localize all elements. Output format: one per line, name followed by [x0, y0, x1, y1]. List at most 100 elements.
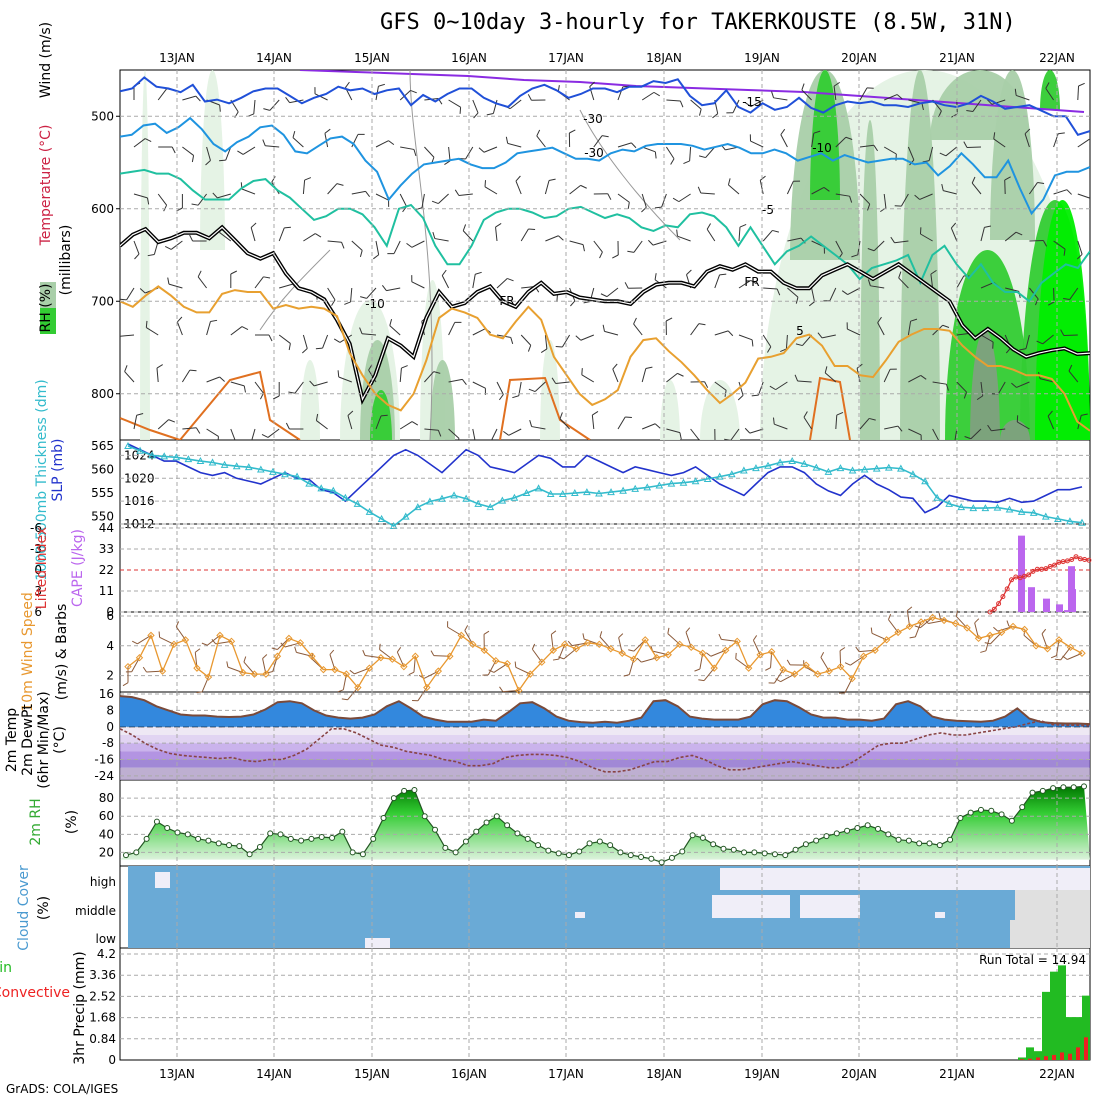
wind-barb-flag: [776, 288, 781, 296]
wind-barb: [327, 240, 345, 249]
wind-barb: [454, 189, 473, 196]
wind-barb-shaft: [544, 180, 550, 195]
wind-barb-flag: [641, 207, 647, 213]
wind-barb-shaft: [569, 184, 581, 195]
wind-barb-shaft: [490, 428, 498, 440]
wind-barb: [551, 377, 570, 384]
wind-barb-flag: [164, 245, 172, 250]
thickness-marker: [619, 486, 627, 494]
wind-barb-flag: [653, 91, 660, 97]
wind-barb-flag: [167, 277, 170, 285]
temp-ylabel: 2m DewPt: [20, 704, 36, 776]
temp-band: [120, 767, 1090, 780]
wind10-tick: 4: [106, 639, 114, 653]
wind-barb: [780, 334, 788, 353]
wind-barb: [230, 270, 238, 288]
wind10-marker: [319, 665, 328, 674]
rh-contour-c: [259, 249, 331, 331]
rh-marker: [421, 813, 428, 820]
li-line: [989, 555, 1090, 613]
wind-barb-flag: [1016, 415, 1019, 423]
wind-barb-flag: [1066, 189, 1072, 195]
wind-barb-shaft: [133, 415, 138, 430]
wind-barb: [641, 193, 647, 213]
wind-barb: [400, 146, 417, 157]
wind-barb-shaft: [877, 322, 885, 336]
thickness-marker: [462, 494, 470, 502]
wind-barb-shaft: [327, 287, 336, 301]
wind-barb-flag: [966, 109, 974, 112]
wind-barb-shaft: [706, 228, 716, 242]
wind-barb: [399, 89, 417, 101]
thickness-marker: [426, 497, 434, 505]
wind-barb-flag: [373, 254, 379, 260]
wind-barb-flag: [625, 416, 632, 419]
thickness-marker: [570, 489, 579, 497]
rh-marker: [576, 848, 583, 855]
wind-barb-shaft: [448, 322, 456, 336]
wind-barb-flag: [136, 412, 144, 416]
wind10-marker: [457, 631, 466, 640]
wind-barb-shaft: [705, 146, 716, 158]
wind-barb: [724, 428, 740, 440]
wind-barb-flag: [146, 197, 150, 205]
wind-barb: [833, 81, 840, 101]
wind10-marker: [1009, 622, 1017, 631]
wind10-barb-flag: [618, 633, 624, 639]
wind-barb-flag: [759, 175, 766, 181]
wind-barb: [472, 271, 482, 289]
thickness-marker: [232, 462, 241, 470]
wind-barb-flag: [515, 175, 521, 182]
wind-barb: [495, 223, 502, 242]
wind10-tick: 2: [106, 669, 114, 683]
wind-barb-shaft: [197, 193, 207, 206]
wind-barb: [569, 184, 587, 195]
thickness-marker: [595, 489, 603, 497]
thickness-marker: [715, 472, 724, 480]
wind-barb-flag: [922, 160, 930, 163]
wind10-barb-shaft: [379, 649, 393, 660]
wind-barb-flag: [592, 411, 599, 416]
wind-barb-shaft: [907, 321, 912, 336]
wind-barb: [261, 428, 280, 438]
wind-barb-flag: [963, 391, 967, 399]
thickness-marker: [860, 465, 869, 473]
wind-barb-shaft: [1077, 85, 1080, 101]
wind-barb-shaft: [1077, 138, 1090, 148]
wind-barb: [1068, 364, 1079, 383]
wind10-barb-flag: [839, 647, 846, 652]
wind-barb: [182, 146, 195, 163]
wind-barb-shaft: [801, 89, 812, 101]
wind-barb: [980, 225, 992, 242]
wind-barb-flag: [304, 177, 312, 181]
wind10-marker: [561, 640, 569, 649]
wind-barb: [612, 363, 619, 383]
wind-barb-shaft: [1005, 287, 1019, 292]
temp-band: [120, 743, 1090, 752]
temp-contour-m20: [299, 70, 1085, 113]
wind10-barb-flag: [993, 626, 999, 632]
cloud-gap: [720, 868, 1090, 890]
wind-barb-shaft: [677, 235, 691, 242]
wind10-marker: [871, 646, 879, 654]
wind-barb-shaft: [411, 240, 425, 248]
wind-barb-shaft: [472, 428, 476, 440]
wind-barb-flag: [272, 395, 280, 400]
rh-marker: [648, 855, 655, 862]
wind10-marker: [227, 637, 236, 646]
wind-barb-shaft: [824, 372, 837, 383]
cloud-gap: [935, 912, 945, 918]
wind10-marker: [296, 639, 305, 647]
wind-barb-flag: [1024, 128, 1031, 135]
wind-barb: [399, 365, 408, 383]
wind-barb-shaft: [689, 146, 692, 162]
rh-marker: [751, 849, 758, 856]
wind10-barb-shaft: [175, 626, 186, 641]
wind-barb: [787, 287, 799, 304]
li-marker: [1073, 554, 1079, 560]
wind-barb-flag: [699, 109, 702, 116]
rh-marker: [699, 834, 706, 841]
wind-barb: [1014, 88, 1030, 101]
wind-barb-flag: [575, 335, 582, 341]
wind-barb-shaft: [133, 193, 148, 199]
